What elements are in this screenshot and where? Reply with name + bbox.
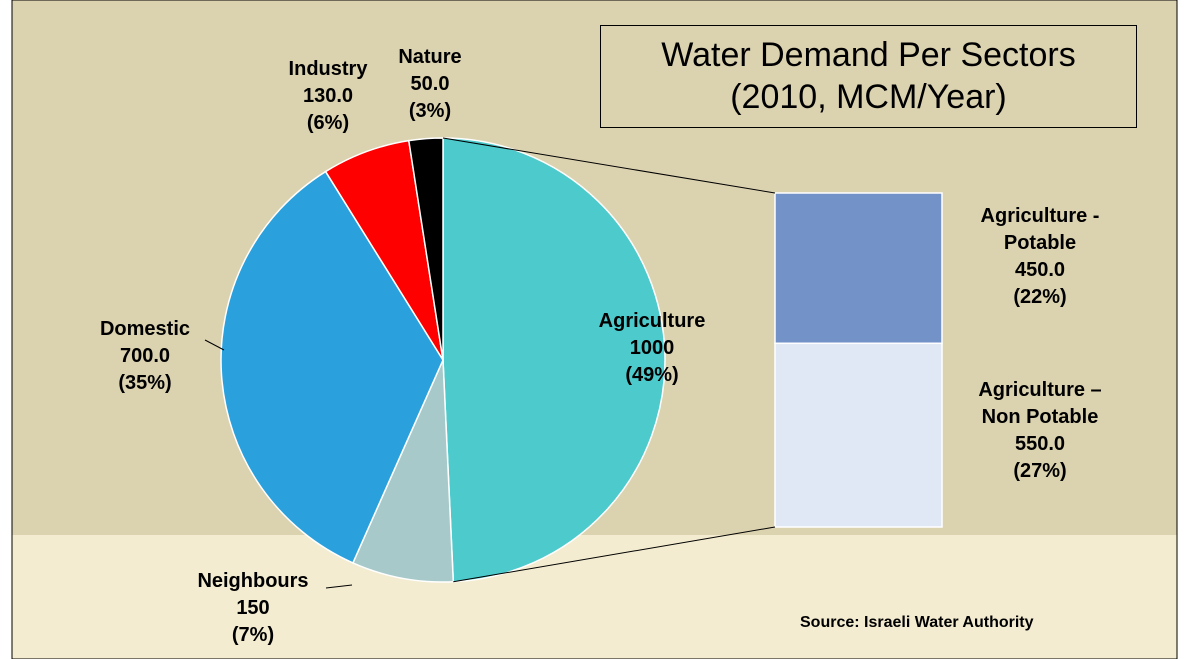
title-box: Water Demand Per Sectors (2010, MCM/Year… bbox=[600, 25, 1137, 128]
leader-line bbox=[204, 339, 225, 351]
label-percent: (27%) bbox=[1013, 460, 1067, 482]
connector bbox=[442, 137, 776, 194]
label-percent: (7%) bbox=[231, 624, 275, 646]
frame bbox=[11, 0, 1178, 659]
label-value: 450.0 bbox=[1014, 259, 1066, 281]
breakdown-bar bbox=[774, 342, 943, 528]
data-label: Neighbours 150 (7%) bbox=[197, 568, 308, 649]
label-value: 1000 bbox=[629, 337, 675, 359]
label-percent: (35%) bbox=[118, 372, 172, 394]
label-percent: (3%) bbox=[408, 100, 452, 122]
label-name: Agriculture – Non Potable bbox=[978, 379, 1102, 428]
label-value: 550.0 bbox=[1014, 433, 1066, 455]
data-label: Domestic 700.0 (35%) bbox=[100, 316, 190, 397]
label-value: 700.0 bbox=[119, 345, 171, 367]
label-name: Neighbours bbox=[197, 570, 309, 592]
pie-slice bbox=[442, 137, 666, 583]
source: Source: Israeli Water Authority bbox=[800, 614, 1034, 631]
label-name: Agriculture - Potable bbox=[980, 205, 1100, 254]
pie-slice bbox=[407, 137, 444, 361]
label-value: 150 bbox=[236, 597, 270, 619]
pie-slice bbox=[220, 170, 444, 564]
pie-slice bbox=[351, 359, 455, 583]
leader-line bbox=[325, 584, 353, 589]
label-value: 50.0 bbox=[410, 73, 450, 95]
connector bbox=[453, 526, 776, 583]
data-label: Nature 50.0 (3%) bbox=[398, 44, 461, 125]
label-name: Industry bbox=[288, 58, 368, 80]
background-bottom bbox=[12, 535, 1177, 659]
label-name: Agriculture bbox=[598, 310, 706, 332]
label-percent: (49%) bbox=[625, 364, 679, 386]
breakdown-bar bbox=[774, 192, 943, 345]
label-name: Domestic bbox=[99, 318, 191, 340]
data-label: Agriculture – Non Potable 550.0 (27%) bbox=[960, 377, 1120, 485]
data-label: Agriculture - Potable 450.0 (22%) bbox=[960, 203, 1120, 311]
label-percent: (22%) bbox=[1013, 286, 1067, 308]
data-label: Agriculture 1000 (49%) bbox=[599, 308, 706, 389]
label-name: Nature bbox=[398, 46, 462, 68]
chart-subtitle: (2010, MCM/Year) bbox=[730, 78, 1007, 116]
label-percent: (6%) bbox=[306, 112, 350, 134]
chart-title: Water Demand Per Sectors bbox=[661, 36, 1076, 74]
label-value: 130.0 bbox=[302, 85, 354, 107]
data-label: Industry 130.0 (6%) bbox=[289, 56, 368, 137]
